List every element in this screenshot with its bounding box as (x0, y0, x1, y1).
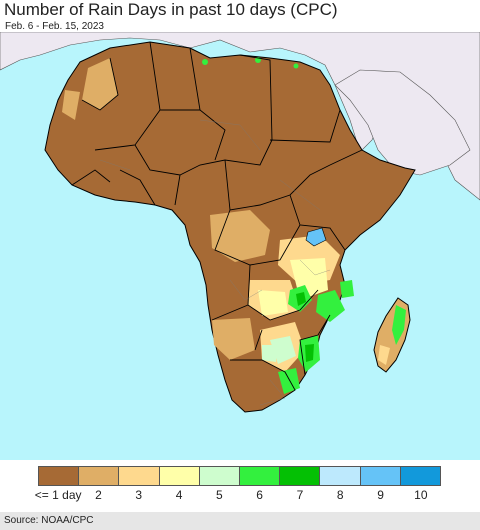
legend-swatch-4 (159, 467, 200, 485)
country-borders (71, 41, 363, 391)
date-range: Feb. 6 - Feb. 15, 2023 (5, 21, 104, 32)
legend-label-9: 9 (377, 488, 384, 502)
legend-swatch-3 (119, 467, 160, 485)
legend-swatch-9 (360, 467, 401, 485)
legend-swatch-7 (280, 467, 321, 485)
legend-label-5: 5 (216, 488, 223, 502)
source-text: Source: NOAA/CPC (4, 515, 94, 526)
map-title: Number of Rain Days in past 10 days (CPC… (4, 0, 338, 19)
legend-label-1: <= 1 day (34, 488, 82, 502)
legend-color-bar (38, 466, 441, 486)
legend-swatch-5 (199, 467, 241, 485)
source-footer: Source: NOAA/CPC (0, 512, 480, 530)
legend-swatch-10 (400, 467, 441, 485)
legend-label-10: 10 (414, 488, 428, 502)
lake-victoria (305, 227, 327, 247)
legend-swatch-8 (320, 467, 361, 485)
legend-label-3: 3 (135, 488, 143, 502)
legend-swatch-6 (240, 467, 281, 485)
legend-label-2: 2 (95, 488, 102, 502)
legend: <= 1 day 2 3 4 5 6 7 8 9 10 (0, 460, 480, 512)
rain-days-map (0, 32, 480, 460)
legend-swatch-2 (79, 467, 120, 485)
legend-swatch-1 (39, 467, 80, 485)
legend-label-7: 7 (296, 488, 304, 502)
legend-label-8: 8 (336, 488, 344, 502)
legend-label-6: 6 (256, 488, 263, 502)
arabian-peninsula (334, 69, 471, 176)
legend-label-4: 4 (175, 488, 183, 502)
